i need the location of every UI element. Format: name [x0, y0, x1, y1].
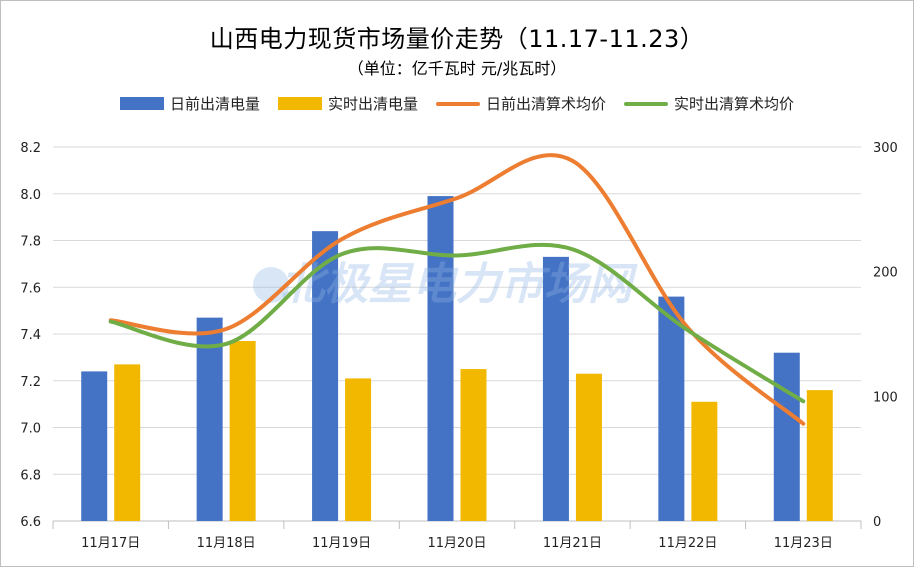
- watermark-text: 北极星电力市场网: [280, 259, 638, 310]
- bar-day-ahead-volume: [773, 352, 800, 521]
- bar-realtime-volume: [114, 364, 141, 521]
- y-right-tick-label: 0: [873, 515, 881, 530]
- y-left-tick-label: 7.4: [20, 328, 41, 343]
- y-right-tick-label: 300: [873, 141, 898, 156]
- legend-label: 实时出清算术均价: [674, 95, 795, 113]
- y-left-tick-label: 7.2: [20, 375, 41, 390]
- chart-legend: 日前出清电量 实时出清电量 日前出清算术均价 实时出清算术均价: [1, 93, 913, 114]
- legend-label: 实时出清电量: [327, 95, 418, 113]
- bar-day-ahead-volume: [427, 196, 454, 521]
- legend-item: 实时出清算术均价: [624, 93, 794, 114]
- legend-line-swatch: [624, 101, 669, 106]
- y-right-tick-label: 200: [873, 266, 898, 281]
- legend-item: 日前出清电量: [119, 93, 260, 114]
- x-tick-label: 11月19日: [312, 536, 371, 551]
- bar-realtime-volume: [229, 341, 256, 521]
- y-left-tick-label: 7.0: [20, 422, 41, 437]
- legend-item: 实时出清电量: [277, 93, 418, 114]
- legend-bar-swatch: [277, 97, 322, 110]
- x-tick-label: 11月21日: [543, 536, 602, 551]
- legend-bar-swatch: [119, 97, 164, 110]
- x-tick-label: 11月20日: [427, 536, 486, 551]
- bar-realtime-volume: [806, 390, 833, 521]
- bar-day-ahead-volume: [542, 256, 569, 521]
- y-left-tick-label: 8.0: [20, 188, 41, 203]
- y-left-tick-label: 6.8: [20, 468, 41, 483]
- legend-label: 日前出清算术均价: [486, 95, 607, 113]
- legend-label: 日前出清电量: [169, 95, 260, 113]
- x-tick-label: 11月22日: [658, 536, 717, 551]
- bar-day-ahead-volume: [658, 296, 685, 521]
- y-left-tick-label: 6.6: [20, 515, 41, 530]
- legend-line-swatch: [436, 101, 480, 106]
- line-realtime-price: [108, 242, 806, 404]
- x-tick-label: 11月18日: [197, 536, 256, 551]
- bar-realtime-volume: [460, 369, 487, 521]
- line-day-ahead-price: [108, 153, 806, 426]
- bar-realtime-volume: [345, 378, 372, 521]
- bar-day-ahead-volume: [312, 231, 339, 521]
- bar-day-ahead-volume: [196, 317, 223, 521]
- y-left-tick-label: 7.6: [20, 281, 41, 296]
- x-tick-label: 11月17日: [81, 536, 140, 551]
- watermark-logo-icon: [253, 267, 289, 303]
- y-left-tick-label: 8.2: [20, 141, 41, 156]
- y-left-tick-label: 7.8: [20, 235, 41, 250]
- y-right-tick-label: 100: [873, 390, 898, 405]
- chart-title: 山西电力现货市场量价走势（11.17-11.23）: [209, 25, 705, 53]
- chart-subtitle: （单位：亿千瓦时 元/兆瓦时）: [347, 59, 567, 78]
- bar-realtime-volume: [691, 401, 718, 521]
- x-tick-label: 11月23日: [774, 536, 833, 551]
- legend-item: 日前出清算术均价: [436, 93, 606, 114]
- bar-realtime-volume: [575, 373, 602, 521]
- bar-day-ahead-volume: [81, 371, 108, 521]
